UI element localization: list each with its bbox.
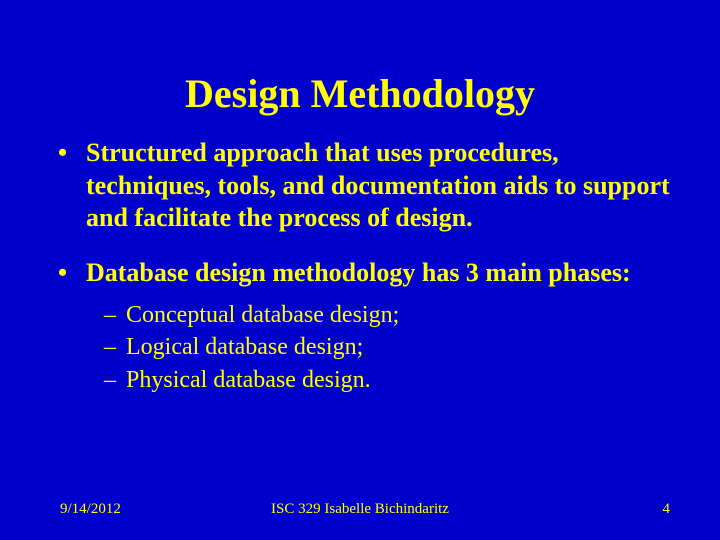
bullet-list: Structured approach that uses procedures… [40, 137, 680, 396]
sub-bullet-item: Physical database design. [104, 364, 680, 396]
slide-title: Design Methodology [40, 70, 680, 117]
sub-bullet-list: Conceptual database design; Logical data… [86, 299, 680, 396]
bullet-item: Database design methodology has 3 main p… [58, 257, 680, 397]
sub-bullet-text: Logical database design; [126, 334, 363, 360]
sub-bullet-text: Conceptual database design; [126, 302, 399, 328]
bullet-text: Structured approach that uses procedures… [86, 138, 670, 232]
bullet-item: Structured approach that uses procedures… [58, 137, 680, 235]
bullet-text: Database design methodology has 3 main p… [86, 258, 631, 287]
slide: Design Methodology Structured approach t… [0, 0, 720, 540]
footer-center: ISC 329 Isabelle Bichindaritz [271, 501, 449, 518]
footer-page-number: 4 [663, 501, 671, 518]
sub-bullet-item: Conceptual database design; [104, 299, 680, 331]
sub-bullet-text: Physical database design. [126, 367, 371, 393]
footer-date: 9/14/2012 [60, 501, 121, 518]
sub-bullet-item: Logical database design; [104, 331, 680, 363]
footer: 9/14/2012 ISC 329 Isabelle Bichindaritz … [0, 501, 720, 518]
